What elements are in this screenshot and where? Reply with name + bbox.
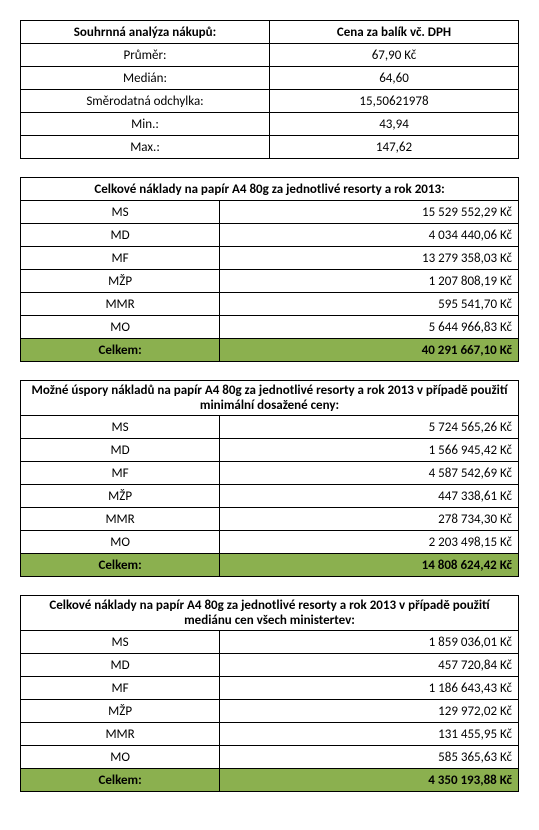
ministry-row: MF4 587 542,69 Kč	[21, 462, 519, 485]
summary-row-value: 64,60	[270, 67, 519, 90]
total-value: 4 350 193,88 Kč	[220, 769, 519, 792]
total-label: Celkem:	[21, 554, 220, 577]
summary-row: Směrodatná odchylka:15,50621978	[21, 90, 519, 113]
ministry-value: 4 034 440,06 Kč	[220, 224, 519, 247]
ministry-row: MŽP1 207 808,19 Kč	[21, 270, 519, 293]
ministry-label: MO	[21, 746, 220, 769]
ministry-value: 4 587 542,69 Kč	[220, 462, 519, 485]
section-header-row: Možné úspory nákladů na papír A4 80g za …	[21, 381, 519, 416]
ministry-row: MŽP447 338,61 Kč	[21, 485, 519, 508]
section-title: Celkové náklady na papír A4 80g za jedno…	[21, 596, 519, 631]
summary-row-label: Směrodatná odchylka:	[21, 90, 270, 113]
ministry-label: MMR	[21, 723, 220, 746]
total-label: Celkem:	[21, 769, 220, 792]
ministry-value: 2 203 498,15 Kč	[220, 531, 519, 554]
ministry-label: MMR	[21, 508, 220, 531]
summary-header-row: Souhrnná analýza nákupů: Cena za balík v…	[21, 21, 519, 44]
ministry-row: MD457 720,84 Kč	[21, 654, 519, 677]
ministry-label: MF	[21, 677, 220, 700]
summary-row: Průměr:67,90 Kč	[21, 44, 519, 67]
section-table: Možné úspory nákladů na papír A4 80g za …	[20, 380, 519, 577]
ministry-label: MD	[21, 654, 220, 677]
ministry-row: MO2 203 498,15 Kč	[21, 531, 519, 554]
ministry-row: MO5 644 966,83 Kč	[21, 316, 519, 339]
ministry-value: 1 566 945,42 Kč	[220, 439, 519, 462]
summary-row-value: 15,50621978	[270, 90, 519, 113]
summary-row: Max.:147,62	[21, 136, 519, 159]
ministry-label: MO	[21, 316, 220, 339]
total-label: Celkem:	[21, 339, 220, 362]
ministry-row: MMR278 734,30 Kč	[21, 508, 519, 531]
ministry-value: 1 859 036,01 Kč	[220, 631, 519, 654]
ministry-value: 585 365,63 Kč	[220, 746, 519, 769]
summary-header-right: Cena za balík vč. DPH	[270, 21, 519, 44]
ministry-value: 5 724 565,26 Kč	[220, 416, 519, 439]
total-value: 14 808 624,42 Kč	[220, 554, 519, 577]
summary-row-value: 67,90 Kč	[270, 44, 519, 67]
ministry-value: 1 186 643,43 Kč	[220, 677, 519, 700]
ministry-value: 5 644 966,83 Kč	[220, 316, 519, 339]
ministry-row: MD4 034 440,06 Kč	[21, 224, 519, 247]
ministry-row: MD1 566 945,42 Kč	[21, 439, 519, 462]
ministry-label: MŽP	[21, 700, 220, 723]
ministry-label: MF	[21, 247, 220, 270]
ministry-row: MŽP129 972,02 Kč	[21, 700, 519, 723]
total-row: Celkem:14 808 624,42 Kč	[21, 554, 519, 577]
ministry-row: MMR595 541,70 Kč	[21, 293, 519, 316]
summary-row: Medián:64,60	[21, 67, 519, 90]
ministry-value: 129 972,02 Kč	[220, 700, 519, 723]
ministry-value: 1 207 808,19 Kč	[220, 270, 519, 293]
ministry-label: MS	[21, 631, 220, 654]
ministry-label: MS	[21, 416, 220, 439]
ministry-label: MŽP	[21, 485, 220, 508]
ministry-value: 595 541,70 Kč	[220, 293, 519, 316]
summary-header-left: Souhrnná analýza nákupů:	[21, 21, 270, 44]
ministry-value: 457 720,84 Kč	[220, 654, 519, 677]
ministry-value: 15 529 552,29 Kč	[220, 201, 519, 224]
section-table: Celkové náklady na papír A4 80g za jedno…	[20, 177, 519, 362]
section-table: Celkové náklady na papír A4 80g za jedno…	[20, 595, 519, 792]
ministry-row: MS15 529 552,29 Kč	[21, 201, 519, 224]
section-header-row: Celkové náklady na papír A4 80g za jedno…	[21, 178, 519, 201]
summary-row-label: Min.:	[21, 113, 270, 136]
ministry-row: MS5 724 565,26 Kč	[21, 416, 519, 439]
ministry-label: MMR	[21, 293, 220, 316]
ministry-row: MMR131 455,95 Kč	[21, 723, 519, 746]
ministry-label: MO	[21, 531, 220, 554]
ministry-row: MF1 186 643,43 Kč	[21, 677, 519, 700]
ministry-row: MS1 859 036,01 Kč	[21, 631, 519, 654]
ministry-label: MD	[21, 224, 220, 247]
ministry-label: MF	[21, 462, 220, 485]
summary-row-label: Průměr:	[21, 44, 270, 67]
total-row: Celkem:40 291 667,10 Kč	[21, 339, 519, 362]
section-title: Celkové náklady na papír A4 80g za jedno…	[21, 178, 519, 201]
ministry-value: 447 338,61 Kč	[220, 485, 519, 508]
total-value: 40 291 667,10 Kč	[220, 339, 519, 362]
summary-row-value: 147,62	[270, 136, 519, 159]
ministry-value: 13 279 358,03 Kč	[220, 247, 519, 270]
ministry-label: MD	[21, 439, 220, 462]
summary-row-value: 43,94	[270, 113, 519, 136]
ministry-label: MŽP	[21, 270, 220, 293]
summary-table: Souhrnná analýza nákupů: Cena za balík v…	[20, 20, 519, 159]
section-title: Možné úspory nákladů na papír A4 80g za …	[21, 381, 519, 416]
section-header-row: Celkové náklady na papír A4 80g za jedno…	[21, 596, 519, 631]
summary-row-label: Medián:	[21, 67, 270, 90]
ministry-value: 131 455,95 Kč	[220, 723, 519, 746]
ministry-value: 278 734,30 Kč	[220, 508, 519, 531]
ministry-row: MF13 279 358,03 Kč	[21, 247, 519, 270]
summary-row-label: Max.:	[21, 136, 270, 159]
total-row: Celkem:4 350 193,88 Kč	[21, 769, 519, 792]
ministry-row: MO585 365,63 Kč	[21, 746, 519, 769]
summary-row: Min.:43,94	[21, 113, 519, 136]
ministry-label: MS	[21, 201, 220, 224]
